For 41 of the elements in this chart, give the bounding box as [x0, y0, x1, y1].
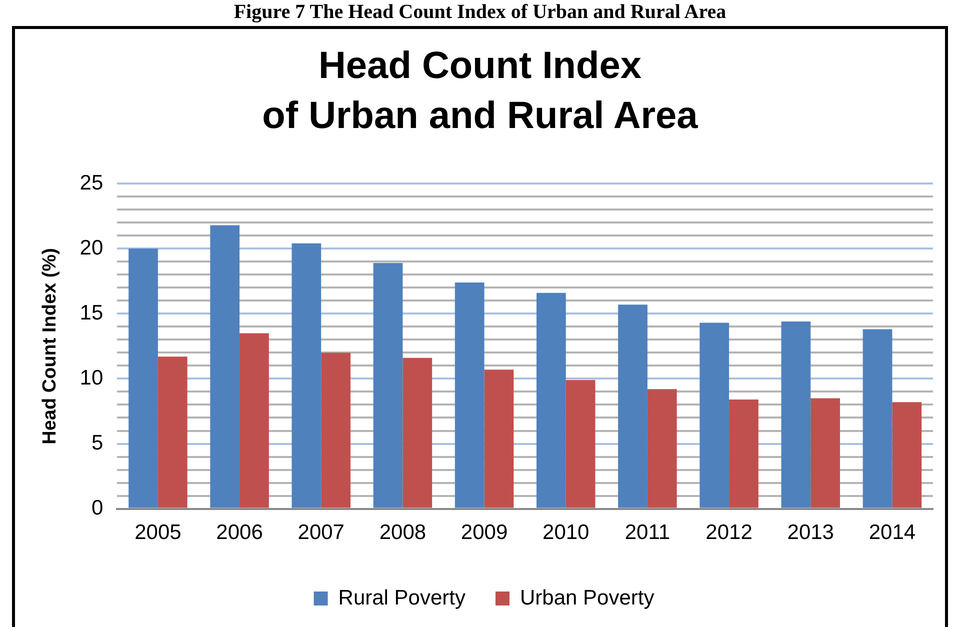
bar	[454, 282, 484, 508]
x-tick-label: 2012	[706, 521, 752, 544]
bar	[402, 358, 432, 508]
bar	[292, 243, 322, 508]
bar	[536, 292, 566, 508]
chart-title: Head Count Index of Urban and Rural Area	[261, 44, 699, 139]
y-tick-label: 15	[80, 301, 104, 324]
bar	[862, 329, 892, 508]
bar	[128, 248, 158, 508]
y-tick-label: 10	[80, 366, 104, 390]
y-tick-label: 0	[91, 496, 104, 520]
legend-label: Rural Poverty	[338, 586, 466, 610]
x-tick-label: 2013	[787, 521, 834, 544]
legend-label: Urban Poverty	[520, 586, 655, 610]
bar	[566, 380, 596, 508]
bar	[729, 400, 758, 508]
x-tick-label: 2006	[216, 521, 263, 544]
bar	[210, 225, 240, 508]
x-tick-label: 2011	[624, 521, 670, 544]
x-tick-label: 2007	[298, 521, 344, 544]
bar	[810, 398, 840, 508]
x-tick-label: 2009	[460, 521, 508, 544]
y-axis-title: Head Count Index (%)	[40, 248, 61, 444]
bar	[158, 356, 188, 508]
x-tick-label: 2014	[868, 521, 916, 544]
bar	[892, 402, 922, 508]
caption: Figure 7 The Head Count Index of Urban and Rural Area	[232, 0, 728, 24]
y-tick-label: 25	[80, 171, 104, 194]
bar	[781, 321, 811, 508]
y-tick-label: 20	[80, 236, 104, 260]
x-tick-label: 2008	[379, 521, 426, 544]
bar	[484, 370, 514, 508]
bar	[647, 389, 677, 508]
bar	[373, 262, 403, 508]
bar	[700, 322, 730, 508]
bar	[321, 352, 350, 508]
x-tick-label: 2005	[134, 521, 182, 544]
y-tick-label: 5	[91, 432, 104, 455]
bar	[618, 304, 648, 508]
x-tick-label: 2010	[542, 521, 590, 544]
bar	[240, 333, 269, 508]
